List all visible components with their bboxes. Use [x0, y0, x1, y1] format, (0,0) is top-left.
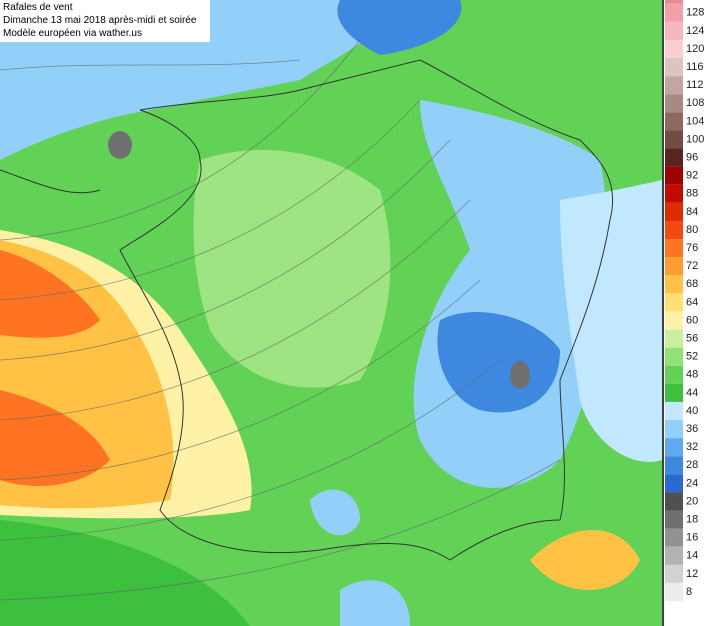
streamlines: [0, 39, 561, 601]
legend-label: 64: [686, 296, 698, 308]
coastline: [0, 169, 101, 194]
legend-label: 88: [686, 188, 698, 200]
legend-swatch: [665, 420, 683, 439]
legend-swatch: [665, 184, 683, 203]
legend-swatch: [665, 293, 683, 312]
legend-swatch: [665, 0, 683, 4]
zone-grey: [108, 131, 132, 159]
zone-blue: [310, 489, 410, 626]
legend-label: 124: [686, 25, 704, 37]
legend-label: 52: [686, 351, 698, 363]
legend-label: 128: [686, 7, 704, 19]
legend-swatch: [665, 492, 683, 511]
legend-label: 60: [686, 314, 698, 326]
streamline: [0, 99, 421, 301]
legend-label: 40: [686, 405, 698, 417]
legend-label: 112: [686, 79, 704, 91]
streamline: [0, 459, 561, 601]
legend-swatch: [665, 130, 683, 149]
legend-label: 44: [686, 387, 698, 399]
legend-swatch: [665, 401, 683, 421]
legend-label: 24: [686, 477, 698, 489]
streamline: [0, 359, 501, 541]
legend-swatch: [665, 347, 683, 366]
legend-swatch: [665, 582, 683, 602]
legend-swatch: [665, 275, 683, 294]
header-line: Modèle européen via wather.us: [3, 28, 142, 39]
zone-green: [0, 520, 250, 626]
borders: [0, 59, 614, 561]
legend-label: 68: [686, 278, 698, 290]
zone-blue-dark: [437, 311, 560, 413]
legend-swatch: [665, 94, 683, 113]
streamline: [0, 279, 481, 481]
legend-swatch: [665, 202, 683, 221]
legend-swatch: [665, 528, 683, 547]
legend-swatch: [665, 546, 683, 565]
legend-label: 14: [686, 550, 698, 562]
legend-label: 20: [686, 495, 698, 507]
legend-label: 16: [686, 532, 698, 544]
header: Rafales de vent Dimanche 13 mai 2018 apr…: [0, 0, 210, 42]
legend-label: 76: [686, 242, 698, 254]
legend-label: 120: [686, 43, 704, 55]
legend-swatch: [665, 39, 683, 59]
legend-swatch: [665, 239, 683, 258]
legend-swatch: [665, 76, 683, 95]
legend-swatch: [665, 58, 683, 77]
legend-label: 12: [686, 568, 698, 580]
legend-swatch: [665, 112, 683, 131]
legend-label: 96: [686, 152, 698, 164]
legend-label: 48: [686, 369, 698, 381]
legend-label: 80: [686, 224, 698, 236]
legend-label: 100: [686, 133, 704, 145]
legend-label: 32: [686, 441, 698, 453]
legend: 1401361321281241201161121081041009692888…: [664, 0, 715, 626]
legend-label: 116: [686, 61, 704, 73]
zone-blue-dark: [337, 0, 462, 55]
legend-swatch: [665, 148, 683, 167]
streamline: [0, 39, 361, 241]
legend-swatch: [665, 311, 683, 330]
country-border: [119, 59, 614, 561]
streamline: [0, 199, 471, 421]
legend-label: 36: [686, 423, 698, 435]
legend-swatch: [665, 365, 683, 384]
streamline: [0, 59, 301, 71]
legend-swatch: [665, 166, 683, 185]
legend-swatch: [665, 510, 683, 529]
legend-label: 8: [686, 586, 692, 598]
legend-label: 132: [686, 0, 704, 1]
legend-swatch: [665, 474, 683, 493]
zone-orange-dark: [0, 250, 110, 486]
legend-label: 56: [686, 333, 698, 345]
legend-swatch: [665, 456, 683, 475]
legend-swatch: [665, 438, 683, 457]
legend-label: 84: [686, 206, 698, 218]
zone-orange: [530, 530, 640, 590]
legend-swatch: [665, 383, 683, 402]
legend-swatch: [665, 3, 683, 22]
header-line: Rafales de vent: [3, 2, 73, 13]
legend-swatch: [665, 564, 683, 583]
zone-grey: [510, 361, 530, 389]
streamline: [0, 139, 451, 361]
header-line: Dimanche 13 mai 2018 après-midi et soiré…: [3, 15, 197, 26]
legend-swatch: [665, 329, 683, 348]
legend-label: 104: [686, 115, 704, 127]
legend-label: 72: [686, 260, 698, 272]
legend-label: 18: [686, 514, 698, 526]
legend-label: 92: [686, 170, 698, 182]
zone-blue-light: [560, 180, 662, 462]
legend-label: 108: [686, 97, 704, 109]
legend-swatch: [665, 220, 683, 240]
legend-swatch: [665, 257, 683, 276]
legend-label: 28: [686, 459, 698, 471]
legend-swatch: [665, 21, 683, 40]
